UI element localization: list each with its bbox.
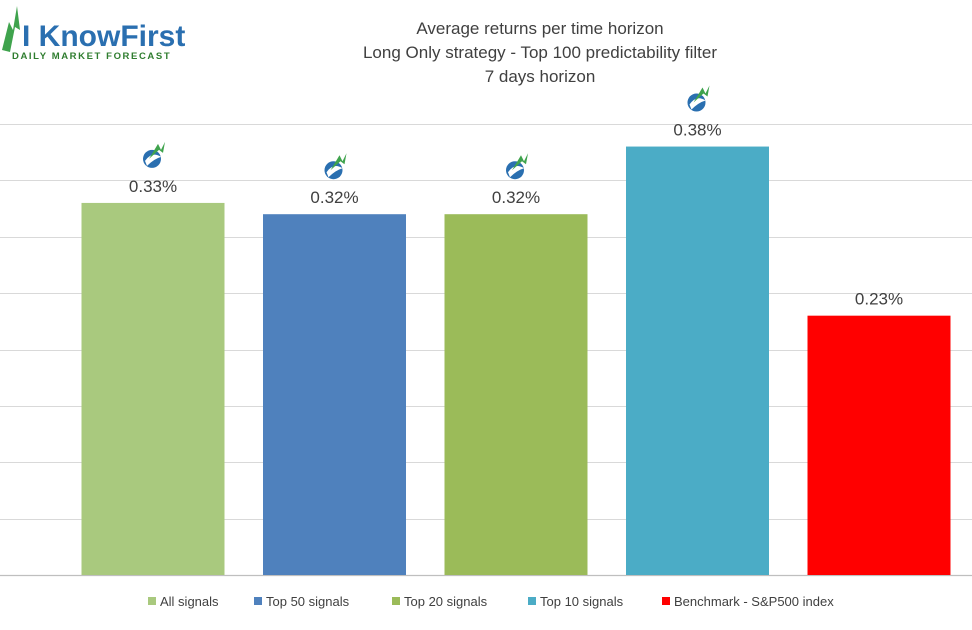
- chart-title: Average returns per time horizon Long On…: [363, 19, 717, 86]
- signal-logo-icon: [143, 141, 165, 168]
- legend-label: All signals: [160, 594, 219, 609]
- chart-title-line-1: Average returns per time horizon: [416, 19, 663, 38]
- data-label: 0.38%: [673, 121, 721, 140]
- legend-label: Top 50 signals: [266, 594, 350, 609]
- bars: [81, 146, 951, 576]
- signal-icons: [143, 85, 710, 180]
- legend-item: Top 20 signals: [392, 594, 488, 609]
- chart-title-line-3: 7 days horizon: [485, 67, 596, 86]
- legend-swatch: [148, 597, 156, 605]
- legend-swatch: [254, 597, 262, 605]
- signal-logo-icon: [506, 153, 528, 180]
- signal-logo-icon: [324, 153, 347, 180]
- logo-name: I KnowFirst: [22, 20, 185, 53]
- legend-swatch: [392, 597, 400, 605]
- legend-item: Top 50 signals: [254, 594, 350, 609]
- legend-label: Top 20 signals: [404, 594, 488, 609]
- legend-item: All signals: [148, 594, 219, 609]
- bar-top-20-signals: [444, 214, 588, 575]
- data-label: 0.32%: [492, 188, 540, 207]
- legend-label: Top 10 signals: [540, 594, 624, 609]
- legend-swatch: [528, 597, 536, 605]
- bar-top-10-signals: [626, 146, 769, 576]
- bar-top-50-signals: [263, 214, 406, 575]
- logo-tagline: Daily Market Forecast: [12, 51, 171, 62]
- bar-benchmark-s-p500-index: [807, 315, 951, 575]
- bar-all-signals: [81, 202, 225, 576]
- legend-swatch: [662, 597, 670, 605]
- legend-item: Top 10 signals: [528, 594, 624, 609]
- signal-logo-icon: [687, 85, 710, 112]
- legend-item: Benchmark - S&P500 index: [662, 594, 834, 609]
- legend-label: Benchmark - S&P500 index: [674, 594, 834, 609]
- data-label: 0.32%: [310, 188, 358, 207]
- chart-title-line-2: Long Only strategy - Top 100 predictabil…: [363, 43, 717, 62]
- data-label: 0.23%: [855, 290, 903, 309]
- logo: I KnowFirst Daily Market Forecast: [2, 6, 185, 62]
- data-labels: 0.33% 0.32% 0.32% 0.38% 0.23%: [129, 121, 903, 309]
- logo-arrow-icon: [2, 6, 20, 52]
- data-label: 0.33%: [129, 177, 177, 196]
- legend: All signals Top 50 signals Top 20 signals T…: [148, 594, 834, 609]
